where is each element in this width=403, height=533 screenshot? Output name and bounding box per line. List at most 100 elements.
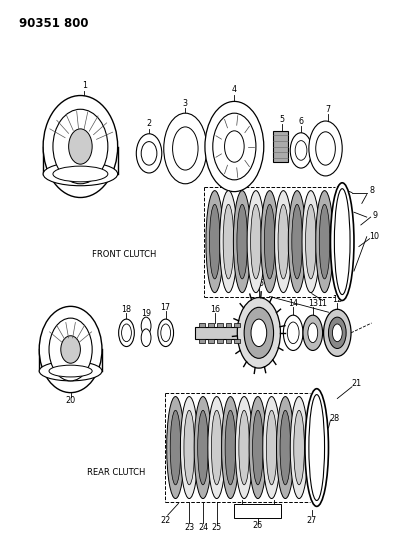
Ellipse shape bbox=[170, 410, 181, 485]
Ellipse shape bbox=[205, 101, 264, 192]
Ellipse shape bbox=[287, 322, 299, 344]
Text: 3: 3 bbox=[183, 99, 188, 108]
Ellipse shape bbox=[233, 191, 251, 293]
Ellipse shape bbox=[184, 410, 195, 485]
Ellipse shape bbox=[49, 318, 92, 381]
Ellipse shape bbox=[198, 410, 208, 485]
Ellipse shape bbox=[220, 191, 237, 293]
Ellipse shape bbox=[263, 397, 280, 498]
Ellipse shape bbox=[43, 162, 118, 185]
Ellipse shape bbox=[247, 191, 265, 293]
Ellipse shape bbox=[278, 204, 289, 279]
Ellipse shape bbox=[324, 309, 351, 357]
Ellipse shape bbox=[309, 394, 324, 500]
Ellipse shape bbox=[225, 410, 236, 485]
Bar bbox=[217, 338, 222, 343]
Ellipse shape bbox=[181, 397, 198, 498]
Ellipse shape bbox=[136, 134, 162, 173]
Text: 9: 9 bbox=[372, 211, 377, 220]
Ellipse shape bbox=[330, 183, 354, 301]
Ellipse shape bbox=[251, 319, 267, 346]
Bar bbox=[217, 323, 222, 327]
Ellipse shape bbox=[39, 361, 102, 381]
Ellipse shape bbox=[292, 204, 302, 279]
Ellipse shape bbox=[261, 191, 278, 293]
Text: 27: 27 bbox=[307, 515, 317, 524]
Bar bbox=[199, 323, 205, 327]
Ellipse shape bbox=[237, 297, 280, 368]
Ellipse shape bbox=[251, 204, 261, 279]
Ellipse shape bbox=[118, 319, 134, 346]
Ellipse shape bbox=[224, 131, 244, 162]
Ellipse shape bbox=[194, 397, 212, 498]
Bar bbox=[226, 338, 231, 343]
Text: 16: 16 bbox=[210, 305, 220, 314]
Ellipse shape bbox=[244, 308, 274, 358]
Ellipse shape bbox=[43, 95, 118, 198]
Ellipse shape bbox=[303, 315, 322, 351]
Ellipse shape bbox=[308, 323, 318, 343]
Text: 24: 24 bbox=[198, 523, 208, 532]
Bar bbox=[199, 338, 205, 343]
Text: 8: 8 bbox=[369, 186, 374, 195]
Bar bbox=[195, 327, 244, 338]
Ellipse shape bbox=[328, 317, 346, 349]
Ellipse shape bbox=[167, 397, 184, 498]
Ellipse shape bbox=[49, 365, 92, 377]
Text: 18: 18 bbox=[121, 305, 131, 314]
Ellipse shape bbox=[210, 204, 220, 279]
Ellipse shape bbox=[294, 410, 304, 485]
Ellipse shape bbox=[222, 397, 239, 498]
Text: 13: 13 bbox=[308, 299, 318, 308]
Text: 19: 19 bbox=[141, 309, 151, 318]
Ellipse shape bbox=[274, 191, 292, 293]
Ellipse shape bbox=[290, 133, 312, 168]
Text: 17: 17 bbox=[161, 303, 171, 312]
Ellipse shape bbox=[237, 204, 247, 279]
Text: 5: 5 bbox=[280, 115, 285, 124]
Text: 21: 21 bbox=[352, 379, 362, 389]
Text: 1: 1 bbox=[82, 81, 87, 90]
Ellipse shape bbox=[223, 204, 234, 279]
Ellipse shape bbox=[53, 109, 108, 184]
Bar bbox=[208, 338, 214, 343]
Ellipse shape bbox=[239, 410, 249, 485]
Ellipse shape bbox=[53, 166, 108, 182]
Bar bbox=[235, 504, 281, 518]
Ellipse shape bbox=[288, 191, 306, 293]
Ellipse shape bbox=[302, 191, 320, 293]
Ellipse shape bbox=[208, 397, 226, 498]
Text: 28: 28 bbox=[329, 414, 339, 423]
Ellipse shape bbox=[158, 319, 174, 346]
Ellipse shape bbox=[266, 410, 277, 485]
Text: 90351 800: 90351 800 bbox=[19, 17, 88, 30]
Ellipse shape bbox=[61, 336, 81, 363]
Text: 6: 6 bbox=[299, 117, 303, 125]
Ellipse shape bbox=[295, 141, 307, 160]
Ellipse shape bbox=[141, 329, 151, 346]
Text: FRONT CLUTCH: FRONT CLUTCH bbox=[92, 250, 156, 259]
Ellipse shape bbox=[235, 397, 253, 498]
Text: 11: 11 bbox=[318, 299, 328, 308]
Ellipse shape bbox=[316, 191, 333, 293]
Ellipse shape bbox=[280, 410, 291, 485]
Text: 15: 15 bbox=[254, 279, 264, 288]
Ellipse shape bbox=[213, 113, 256, 180]
Bar bbox=[235, 323, 240, 327]
Ellipse shape bbox=[264, 204, 275, 279]
Ellipse shape bbox=[172, 127, 198, 170]
Text: REAR CLUTCH: REAR CLUTCH bbox=[87, 467, 145, 477]
Bar bbox=[208, 323, 214, 327]
Ellipse shape bbox=[305, 204, 316, 279]
Ellipse shape bbox=[249, 397, 267, 498]
Text: 23: 23 bbox=[184, 523, 194, 532]
Text: 10: 10 bbox=[370, 232, 380, 241]
Text: 14: 14 bbox=[288, 299, 298, 308]
Ellipse shape bbox=[39, 306, 102, 393]
Bar bbox=[235, 338, 240, 343]
Ellipse shape bbox=[141, 142, 157, 165]
Ellipse shape bbox=[290, 397, 308, 498]
Ellipse shape bbox=[334, 189, 350, 295]
Ellipse shape bbox=[141, 317, 151, 335]
Ellipse shape bbox=[212, 410, 222, 485]
